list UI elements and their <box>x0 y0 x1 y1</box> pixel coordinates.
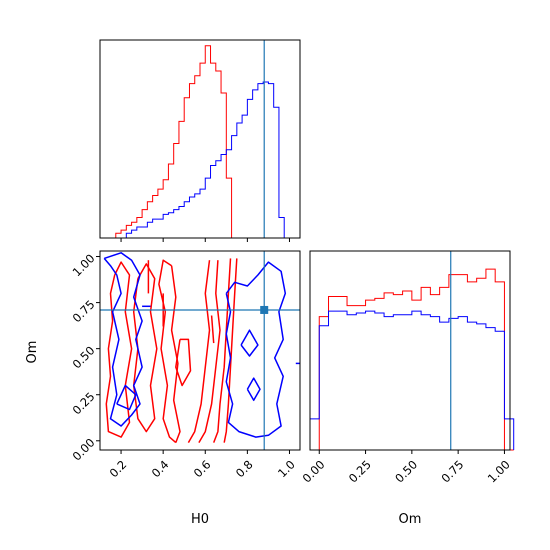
om-y-tick-label-3: 0.75 <box>70 297 98 325</box>
y-axis-label-om: Om <box>25 341 40 364</box>
h0-x-tick-label-2: 0.6 <box>191 457 214 480</box>
h0-hist-blue-series <box>100 81 300 239</box>
contour-red-8 <box>223 258 238 443</box>
h0-x-tick-label-0: 0.2 <box>107 457 130 480</box>
h0-om-contour-panel: 0.2 0.4 0.6 0.8 1.0 0.00 0.25 0.50 0.75 1.00 <box>70 250 301 480</box>
h0-x-tick-label-4: 1.0 <box>275 457 298 480</box>
h0-x-tick-label-3: 0.8 <box>233 457 256 480</box>
om-x-tick-label-2: 0.50 <box>392 457 420 485</box>
om-y-tick-label-2: 0.50 <box>70 343 98 371</box>
om-x-tick-label-4: 1.00 <box>485 457 513 485</box>
contour-red-0 <box>105 261 133 438</box>
h0-hist-red-series <box>100 45 300 239</box>
om-x-tick-label-0: 0.00 <box>300 457 328 485</box>
contour-blue-0 <box>103 252 143 427</box>
contour-red-2 <box>175 338 192 387</box>
contour-blue-5 <box>246 377 261 402</box>
om-y-tick-label-4: 1.00 <box>70 251 98 279</box>
om-hist-frame <box>309 250 511 451</box>
contour-frame <box>99 250 301 451</box>
om-x-tick-label-1: 0.25 <box>346 457 374 485</box>
contour-red-10 <box>170 265 181 443</box>
axis-labels: H0 Om Om <box>25 341 421 527</box>
om-y-tick-label-1: 0.25 <box>70 389 98 417</box>
contour-red-9 <box>210 315 215 344</box>
contour-red-7 <box>212 258 232 443</box>
truth-marker <box>260 305 269 314</box>
contour-blue-4 <box>240 329 259 357</box>
om-histogram-panel: 0.00 0.25 0.50 0.75 1.00 <box>300 250 515 485</box>
om-y-tick-label-0: 0.00 <box>70 435 98 463</box>
contour-blue-1 <box>116 384 137 411</box>
h0-x-tick-label-1: 0.4 <box>149 457 172 480</box>
contour-lines <box>103 252 300 444</box>
contour-red-11 <box>158 259 177 444</box>
om-x-tick-label-3: 0.75 <box>438 457 466 485</box>
om-hist-red-series <box>310 268 514 451</box>
contour-blue-3 <box>225 261 287 438</box>
contour-red-5 <box>187 260 211 443</box>
om-hist-blue-series <box>309 310 515 450</box>
contour-red-6 <box>198 260 221 443</box>
h0-histogram-panel <box>99 39 301 242</box>
h0-hist-frame <box>99 39 301 239</box>
x-axis-label-h0: H0 <box>191 512 209 527</box>
x-axis-label-om: Om <box>399 512 422 527</box>
